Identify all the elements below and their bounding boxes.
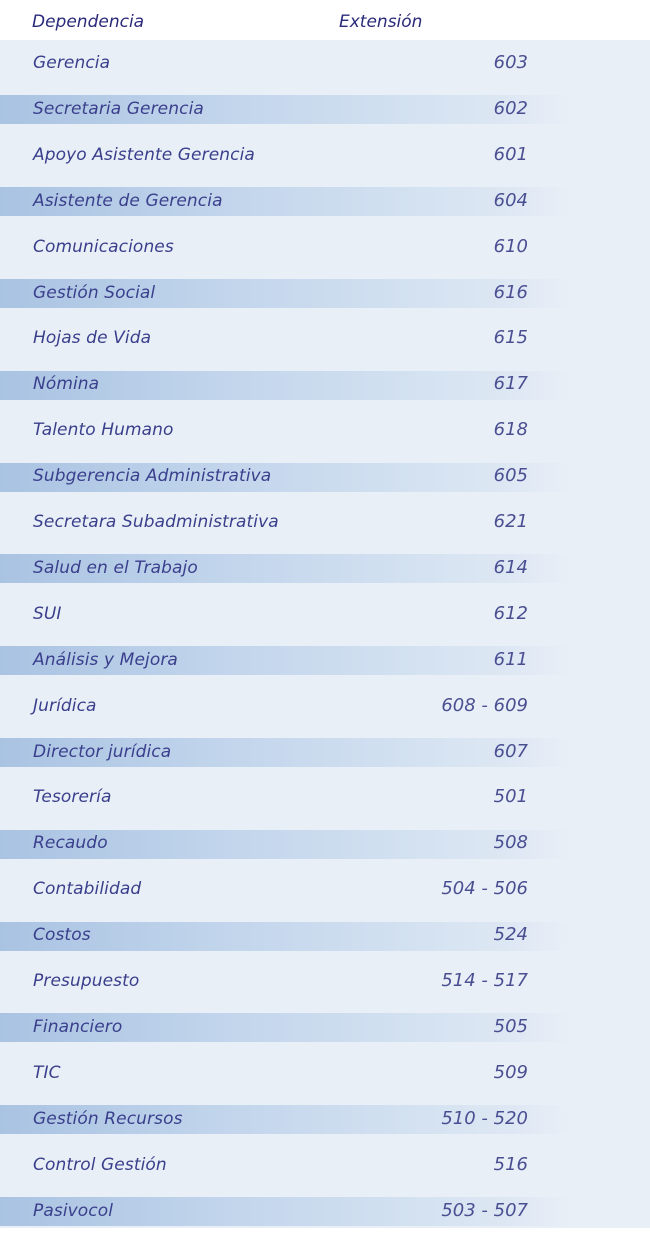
extension-number: 612 [493,602,528,624]
dependencia-name: Gestión Social [33,282,156,303]
table-row: Gestión Social 616 [0,279,650,308]
table-row: Costos 524 [0,921,650,951]
table-row: Asistente de Gerencia 604 [0,187,650,217]
table-row: Financiero 505 [0,1013,650,1043]
dependencia-name: Director jurídica [33,741,172,762]
extension-number: 508 [493,832,528,854]
extension-number: 505 [493,1015,528,1037]
dependencia-name: Nómina [33,374,100,395]
table-row: Recaudo 508 [0,829,650,859]
dependencia-name: Pasivocol [33,1200,114,1221]
table-row: Director jurídica 607 [0,738,650,767]
table-row: Tesorería 501 [0,774,650,823]
table-row: Hojas de Vida 615 [0,315,650,364]
dependencia-name: Contabilidad [33,879,142,900]
dependencia-name: Talento Humano [33,420,174,441]
extension-number: 509 [493,1061,528,1083]
table-row: SUI 612 [0,590,650,639]
table-row: Secretara Subadministrativa 621 [0,499,650,547]
extension-number: 501 [493,786,528,808]
dependencia-name: TIC [33,1062,61,1083]
dependencia-name: Apoyo Asistente Gerencia [33,144,255,165]
extension-number: 601 [493,143,528,165]
table-header: Dependencia Extensión [0,0,650,44]
extension-number: 503 - 507 [441,1199,528,1221]
dependencia-name: Financiero [33,1016,123,1037]
table-row: Gerencia 603 [0,40,650,88]
table-row: Contabilidad 504 - 506 [0,866,650,915]
dependencia-name: Asistente de Gerencia [33,190,223,211]
column-header-dependencia: Dependencia [32,12,145,32]
extension-number: 614 [493,556,528,578]
dependencia-name: Gestión Recursos [33,1108,183,1129]
table-row: Gestión Recursos 510 - 520 [0,1105,650,1135]
dependencia-name: Gerencia [33,53,111,73]
table-row: Subgerencia Administrativa 605 [0,462,650,492]
table-row: Nómina 617 [0,370,650,400]
extension-number: 616 [493,281,528,303]
table-bottom-border [0,1228,650,1235]
dependencia-name: Comunicaciones [33,236,174,257]
column-header-extension: Extensión [339,12,423,32]
extension-number: 604 [493,189,528,211]
extension-number: 608 - 609 [441,694,528,716]
dependencia-name: Control Gestión [33,1154,167,1175]
dependencia-name: Salud en el Trabajo [33,557,198,578]
dependencia-name: Costos [33,925,91,946]
dependencia-name: Secretara Subadministrativa [33,512,279,532]
table-row: Análisis y Mejora 611 [0,646,650,676]
dependencia-name: Subgerencia Administrativa [33,466,272,487]
table-row: Jurídica 608 - 609 [0,682,650,731]
extension-number: 504 - 506 [441,878,528,900]
extension-number: 610 [493,235,528,257]
extension-number: 510 - 520 [441,1107,528,1129]
table-body: Gerencia 603 Secretaria Gerencia 602 Apoyo A… [0,40,650,1230]
extension-number: 621 [493,511,528,532]
extension-number: 607 [493,740,528,762]
extension-number: 605 [493,465,528,487]
dependencia-name: Análisis y Mejora [33,649,178,670]
table-row: Pasivocol 503 - 507 [0,1197,650,1226]
extension-number: 618 [493,419,528,441]
extension-number: 603 [493,52,528,73]
dependencia-name: Tesorería [33,787,112,808]
dependencia-name: Hojas de Vida [33,328,152,349]
table-row: Apoyo Asistente Gerencia 601 [0,131,650,180]
table-row: Secretaria Gerencia 602 [0,95,650,125]
extension-number: 611 [493,648,528,670]
dependencia-name: Presupuesto [33,971,140,991]
table-row: TIC 509 [0,1049,650,1098]
table-row: Talento Humano 618 [0,407,650,456]
extension-number: 617 [493,373,528,395]
dependencia-name: SUI [33,603,62,624]
dependencia-name: Recaudo [33,833,108,854]
table-row: Salud en el Trabajo 614 [0,554,650,584]
table-row: Presupuesto 514 - 517 [0,958,650,1006]
table-row: Comunicaciones 610 [0,223,650,272]
extension-number: 615 [493,327,528,349]
extension-number: 516 [493,1153,528,1175]
extension-number: 602 [493,97,528,119]
table-row: Control Gestión 516 [0,1141,650,1190]
extension-number: 524 [493,924,528,946]
extension-number: 514 - 517 [441,970,528,991]
dependencia-name: Secretaria Gerencia [33,98,204,119]
dependencia-name: Jurídica [33,695,97,716]
